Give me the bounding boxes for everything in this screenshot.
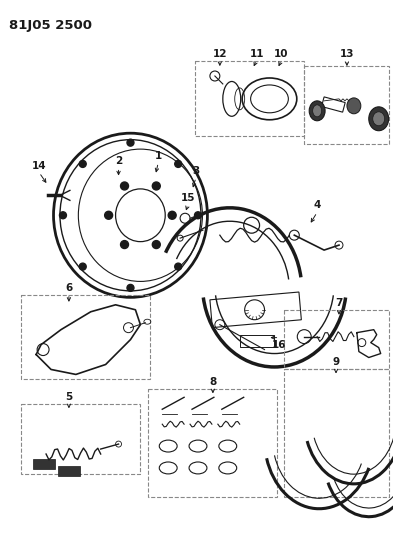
- Bar: [284, 310, 388, 369]
- Circle shape: [175, 160, 182, 167]
- Text: 4: 4: [314, 200, 321, 211]
- Ellipse shape: [309, 101, 325, 121]
- Text: 10: 10: [274, 49, 289, 59]
- Ellipse shape: [373, 112, 385, 126]
- Text: 13: 13: [340, 49, 354, 59]
- Ellipse shape: [347, 98, 361, 114]
- Bar: [21, 295, 151, 379]
- Circle shape: [195, 212, 201, 219]
- Text: 15: 15: [181, 193, 195, 204]
- Bar: [240, 335, 275, 346]
- Text: 7: 7: [335, 298, 343, 308]
- Bar: [21, 404, 140, 474]
- Circle shape: [121, 240, 128, 248]
- Bar: [58, 466, 80, 476]
- Circle shape: [175, 263, 182, 270]
- Circle shape: [127, 285, 134, 292]
- Text: 14: 14: [32, 160, 46, 171]
- Circle shape: [127, 139, 134, 146]
- Text: 3: 3: [192, 166, 200, 175]
- Text: 81J05 2500: 81J05 2500: [9, 19, 92, 33]
- Circle shape: [152, 182, 160, 190]
- Text: 1: 1: [155, 151, 162, 160]
- Bar: [304, 66, 388, 144]
- Circle shape: [105, 211, 113, 219]
- Ellipse shape: [313, 105, 322, 117]
- Bar: [210, 292, 301, 328]
- Circle shape: [59, 212, 67, 219]
- Text: 8: 8: [209, 377, 217, 387]
- Text: 12: 12: [213, 49, 227, 59]
- Text: 16: 16: [272, 340, 287, 350]
- Text: 11: 11: [249, 49, 264, 59]
- Ellipse shape: [369, 107, 388, 131]
- Circle shape: [79, 263, 86, 270]
- Circle shape: [152, 240, 160, 248]
- Text: 6: 6: [65, 283, 72, 293]
- Bar: [195, 61, 304, 136]
- Text: 9: 9: [333, 358, 340, 367]
- Circle shape: [168, 211, 176, 219]
- Bar: [33, 459, 55, 469]
- Bar: [322, 97, 345, 112]
- Circle shape: [79, 160, 86, 167]
- Bar: [284, 369, 388, 497]
- Bar: [149, 389, 277, 497]
- Circle shape: [121, 182, 128, 190]
- Text: 2: 2: [115, 156, 122, 166]
- Text: 5: 5: [65, 392, 72, 402]
